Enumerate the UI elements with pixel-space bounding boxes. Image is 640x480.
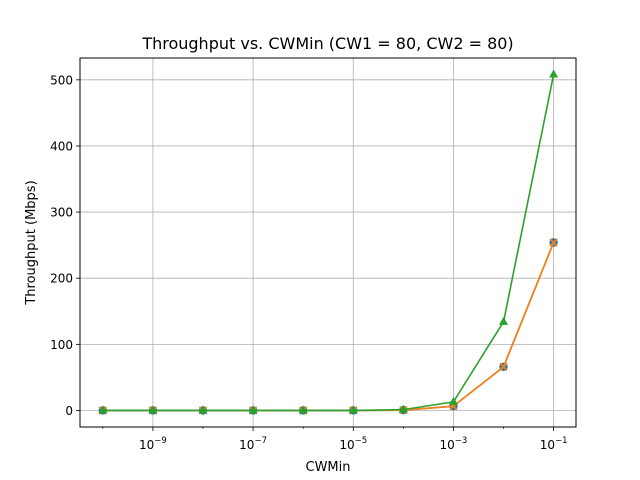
data-point (298, 405, 308, 414)
data-point (198, 405, 208, 414)
x-axis-ticks: 10−9 10−7 10−5 10−3 10−1 (102, 427, 568, 452)
data-point (348, 405, 358, 414)
series-line (102, 74, 555, 412)
y-tick-label: 400 (50, 139, 73, 153)
x-tick-label: 10−5 (339, 436, 367, 452)
x-tick-base: 10 (239, 438, 254, 452)
y-axis-label: Throughput (Mbps) (24, 180, 39, 305)
x-tick-exponent: −1 (555, 436, 568, 446)
x-tick-exponent: −9 (154, 436, 167, 446)
x-axis-label: CWMin (306, 460, 351, 475)
plot-frame (79, 57, 577, 428)
data-point (398, 404, 408, 413)
y-tick-label: 300 (50, 206, 73, 220)
data-point (549, 238, 558, 247)
x-tick-exponent: −5 (355, 436, 368, 446)
y-tick-label: 500 (50, 73, 73, 87)
data-point (448, 396, 458, 405)
data-point (499, 362, 508, 371)
y-tick-label: 0 (65, 404, 73, 418)
data-point (148, 405, 158, 414)
x-tick-exponent: −3 (455, 436, 468, 446)
x-tick-label: 10−3 (440, 436, 468, 452)
y-tick-label: 100 (50, 338, 73, 352)
x-tick-base: 10 (540, 438, 555, 452)
x-tick-exponent: −7 (254, 436, 267, 446)
chart-title: Throughput vs. CWMin (CW1 = 80, CW2 = 80… (141, 34, 513, 53)
series-layer (98, 69, 559, 415)
data-point (499, 316, 509, 325)
data-point (248, 405, 258, 414)
x-tick-base: 10 (440, 438, 455, 452)
x-tick-base: 10 (339, 438, 354, 452)
x-tick-label: 10−1 (540, 436, 568, 452)
data-point (549, 69, 559, 78)
x-tick-label: 10−9 (139, 436, 167, 452)
y-axis-ticks: 0 100 200 300 400 500 (50, 73, 80, 418)
x-tick-base: 10 (139, 438, 154, 452)
series-2 (98, 69, 559, 414)
x-tick-label: 10−7 (239, 436, 267, 452)
data-point (98, 405, 108, 414)
y-tick-label: 200 (50, 272, 73, 286)
